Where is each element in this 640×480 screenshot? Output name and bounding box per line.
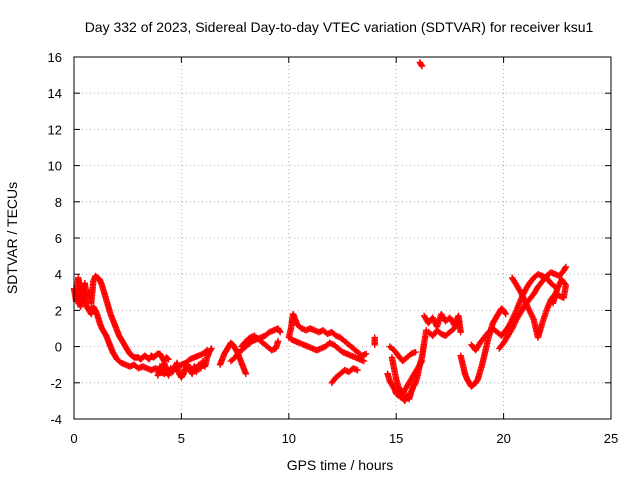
x-tick-label: 25 (604, 431, 618, 446)
plot-frame (73, 56, 612, 420)
y-axis-label: SDTVAR / TECUs (4, 182, 20, 294)
chart-title: Day 332 of 2023, Sidereal Day-to-day VTE… (85, 19, 594, 35)
y-tick-label: 14 (48, 86, 62, 101)
x-tick-label: 20 (496, 431, 510, 446)
data-point (418, 62, 426, 70)
y-tick-label: 4 (55, 267, 62, 282)
x-tick-label: 5 (178, 431, 185, 446)
data-point (277, 328, 284, 336)
y-tick-label: 10 (48, 159, 62, 174)
y-tick-label: -4 (50, 412, 62, 427)
data-point (354, 366, 361, 374)
data-point (501, 309, 509, 317)
data-points (70, 59, 570, 405)
data-point (457, 328, 464, 336)
data-point (360, 357, 368, 365)
x-tick-label: 15 (389, 431, 403, 446)
y-tick-label: 2 (55, 303, 62, 318)
data-point (561, 264, 569, 272)
data-point (412, 348, 419, 356)
data-point (418, 61, 425, 69)
y-tick-label: 16 (48, 50, 62, 65)
y-tick-label: 8 (55, 195, 62, 210)
data-point (202, 348, 209, 355)
data-point (562, 263, 570, 271)
data-point (208, 345, 215, 352)
x-tick-label: 0 (70, 431, 77, 446)
data-point (274, 337, 282, 345)
axis-ticks: 0 5 10 15 20 25 -4 -2 0 2 4 6 8 10 12 14 16 (48, 50, 619, 446)
data-point (165, 356, 172, 363)
data-point (276, 327, 283, 335)
data-point (371, 341, 378, 348)
y-tick-label: 0 (55, 340, 62, 355)
data-point (549, 299, 557, 307)
data-point (362, 350, 370, 358)
data-point (418, 357, 426, 365)
y-tick-label: -2 (50, 376, 62, 391)
data-point (242, 370, 250, 377)
data-point (455, 318, 462, 325)
x-tick-label: 10 (282, 431, 296, 446)
y-tick-label: 12 (48, 122, 62, 137)
data-point (164, 355, 171, 362)
y-tick-label: 6 (55, 231, 62, 246)
x-axis-label: GPS time / hours (287, 457, 394, 473)
grid-lines (74, 57, 611, 419)
data-point (203, 347, 211, 354)
data-point (502, 310, 509, 318)
